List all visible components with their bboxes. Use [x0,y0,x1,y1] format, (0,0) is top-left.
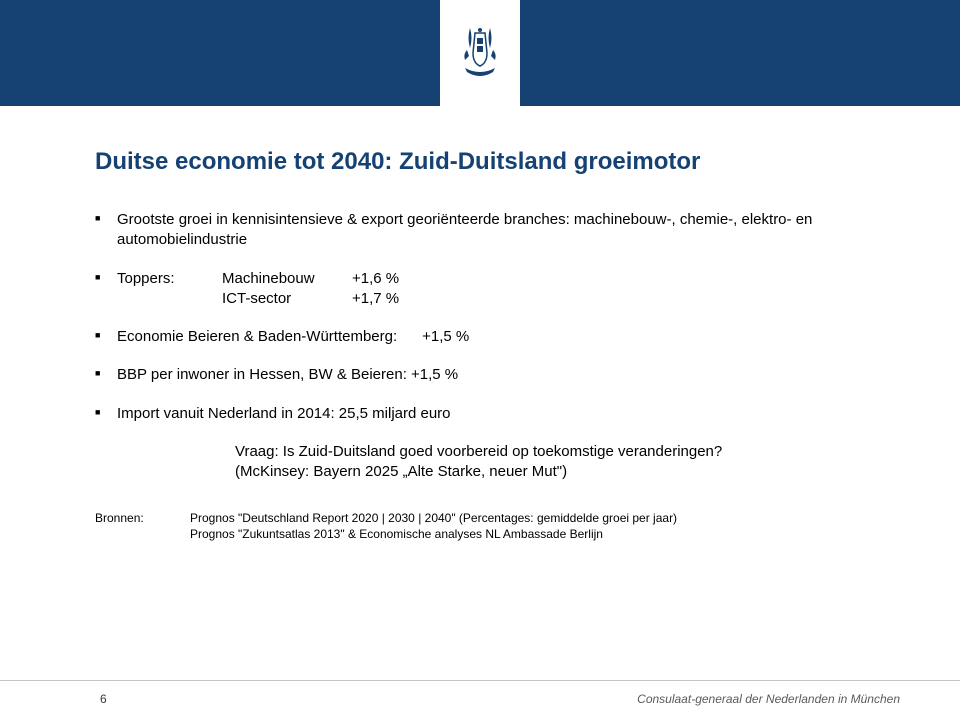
topper-value: +1,6 % [352,269,399,289]
topper-name: ICT-sector [222,289,352,309]
topper-value: +1,7 % [352,289,399,309]
header-band [0,0,960,106]
topper-row: ICT-sector +1,7 % [222,289,399,309]
source-line: Prognos "Deutschland Report 2020 | 2030 … [190,510,880,526]
bullet-text: Import vanuit Nederland in 2014: 25,5 mi… [117,405,451,422]
topper-row: Machinebouw +1,6 % [222,269,399,289]
bullet-item: Grootste groei in kennisintensieve & exp… [95,210,880,251]
toppers-label: Toppers: [117,269,222,310]
bullet-text: BBP per inwoner in Hessen, BW & Beieren:… [117,366,458,383]
bullet-item: Toppers: Machinebouw +1,6 % ICT-sector +… [95,269,880,310]
page-number: 6 [100,692,107,706]
toppers-items: Machinebouw +1,6 % ICT-sector +1,7 % [222,269,399,310]
sources-block: Bronnen: Prognos "Deutschland Report 202… [95,510,880,542]
slide-content: Duitse economie tot 2040: Zuid-Duitsland… [95,148,880,543]
source-line: Prognos "Zukuntsatlas 2013" & Economisch… [190,526,880,542]
bullet-text: Grootste groei in kennisintensieve & exp… [117,211,812,248]
bullet-list: Grootste groei in kennisintensieve & exp… [95,210,880,424]
bullet-item: Economie Beieren & Baden-Württemberg: +1… [95,327,880,347]
bullet-text-prefix: Economie Beieren & Baden-Württemberg: [117,328,397,345]
question-line: Vraag: Is Zuid-Duitsland goed voorbereid… [235,442,880,462]
sources-text: Prognos "Deutschland Report 2020 | 2030 … [190,510,880,542]
question-block: Vraag: Is Zuid-Duitsland goed voorbereid… [235,442,880,483]
sources-label: Bronnen: [95,510,190,542]
slide-footer: 6 Consulaat-generaal der Nederlanden in … [0,680,960,716]
footer-org: Consulaat-generaal der Nederlanden in Mü… [637,692,900,706]
question-line: (McKinsey: Bayern 2025 „Alte Starke, neu… [235,462,880,482]
rijksoverheid-logo [440,0,520,106]
bullet-text-value: +1,5 % [422,328,469,345]
slide-title: Duitse economie tot 2040: Zuid-Duitsland… [95,148,880,176]
bullet-item: Import vanuit Nederland in 2014: 25,5 mi… [95,404,880,424]
bullet-item: BBP per inwoner in Hessen, BW & Beieren:… [95,365,880,385]
topper-name: Machinebouw [222,269,352,289]
coat-of-arms-icon [455,18,505,88]
